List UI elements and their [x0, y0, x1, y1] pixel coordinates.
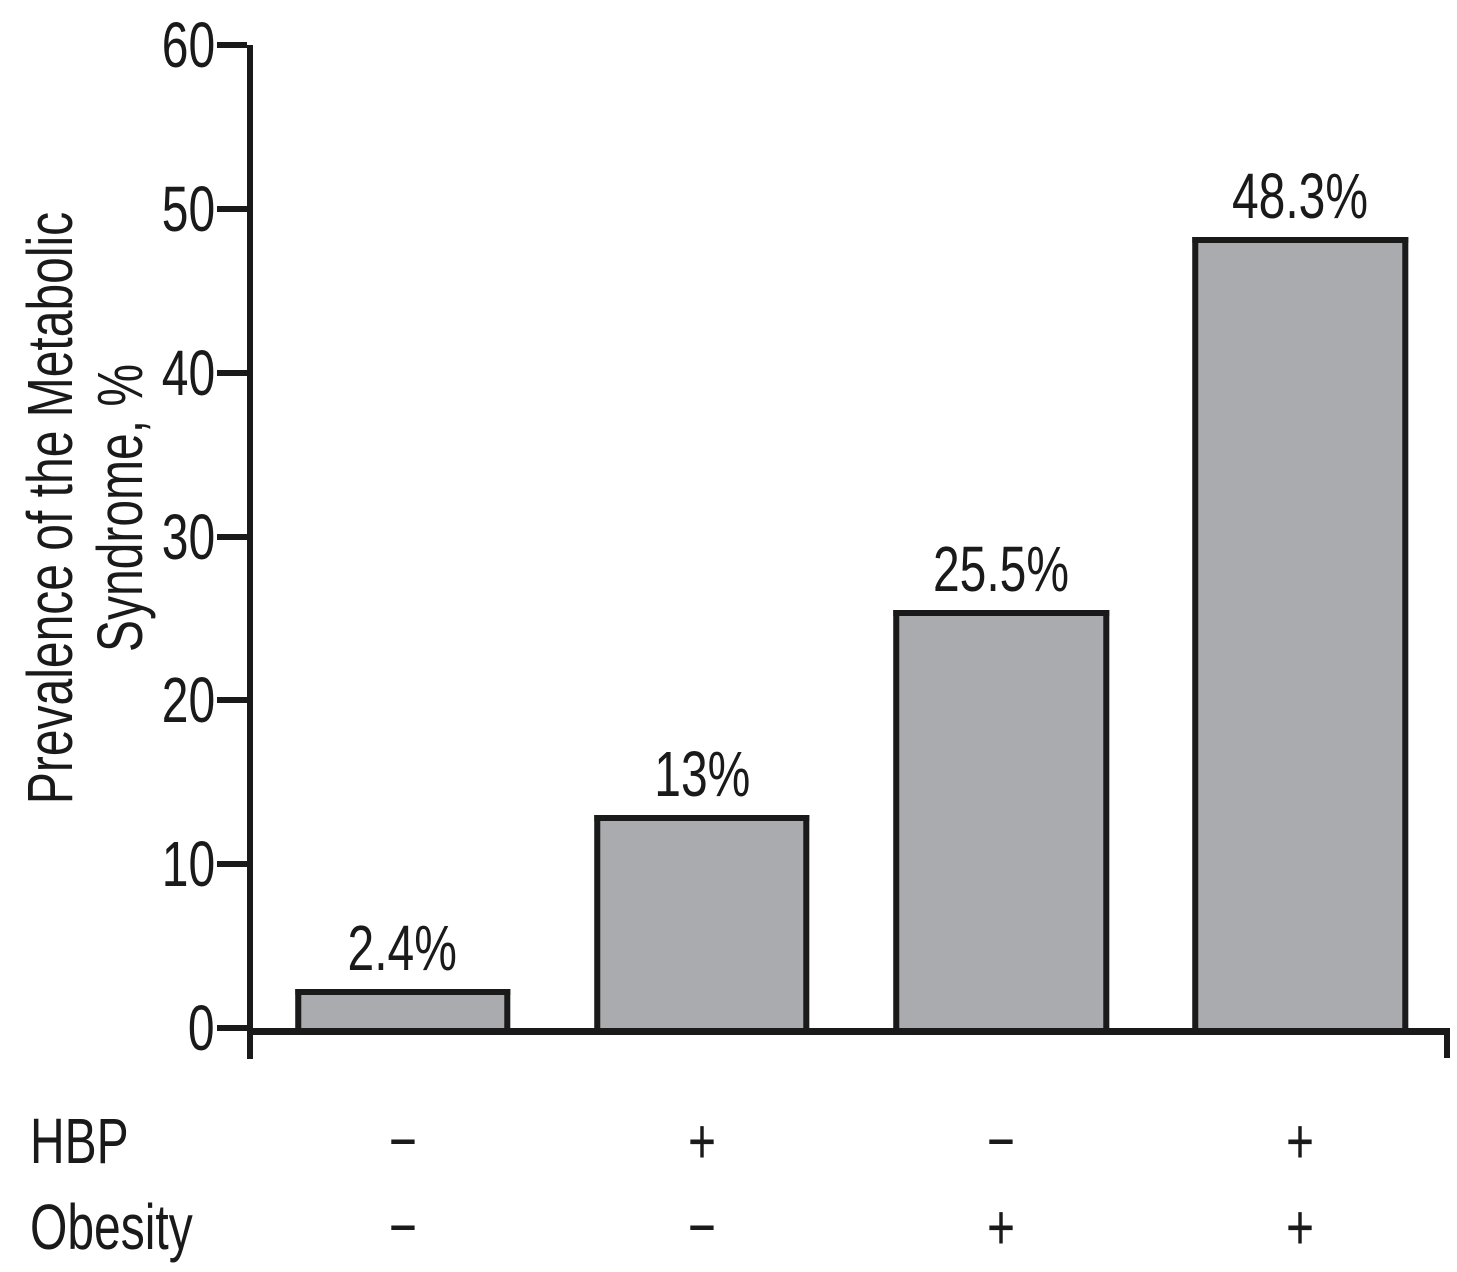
- bar: [893, 610, 1109, 1028]
- bar-slot: 48.3%: [1192, 45, 1409, 1028]
- sign-plus: +: [1286, 1191, 1315, 1263]
- y-tick-line: [217, 1025, 247, 1031]
- y-tick-label: 10: [161, 828, 215, 901]
- x-axis-line: [247, 1028, 1450, 1035]
- bar-value-label: 2.4%: [347, 911, 458, 984]
- y-tick-line: [217, 697, 247, 704]
- x-axis-row-obesity: Obesity − − + +: [0, 1191, 1457, 1263]
- y-axis-line: [247, 45, 253, 1059]
- sign-minus: −: [987, 1105, 1016, 1177]
- y-tick-line: [217, 42, 247, 48]
- sign-minus: −: [687, 1191, 716, 1263]
- bar-slot: 13%: [594, 45, 810, 1028]
- bar-value-label: 48.3%: [1232, 159, 1369, 232]
- x-axis-row-label: Obesity: [30, 1191, 193, 1263]
- plot-area: 0 10 20 30 40 50 60 2.4% 13% 25.5% 48.3%: [162, 13, 1450, 1060]
- bar-value-label: 25.5%: [933, 533, 1070, 606]
- y-tick-line: [217, 369, 247, 376]
- bar-value-label: 13%: [653, 738, 750, 811]
- bar: [294, 988, 511, 1028]
- y-tick-label: 60: [161, 9, 215, 81]
- y-tick-line: [217, 533, 247, 540]
- y-tick-label: 20: [161, 664, 215, 737]
- sign-plus: +: [687, 1105, 716, 1177]
- bar: [1192, 236, 1409, 1028]
- x-axis-end-tick: [1444, 1028, 1450, 1058]
- y-tick-line: [217, 861, 247, 868]
- y-tick-label: 50: [161, 172, 215, 245]
- x-axis-row-hbp: HBP − + − +: [0, 1105, 1457, 1177]
- y-tick-line: [217, 205, 247, 212]
- x-axis-row-label: HBP: [30, 1105, 129, 1177]
- y-tick-label: 0: [188, 992, 215, 1064]
- bar: [594, 815, 810, 1028]
- sign-plus: +: [987, 1191, 1016, 1263]
- y-tick-label: 30: [161, 500, 215, 573]
- sign-minus: −: [388, 1191, 417, 1263]
- sign-minus: −: [388, 1105, 417, 1177]
- sign-plus: +: [1286, 1105, 1315, 1177]
- bar-slot: 25.5%: [893, 45, 1109, 1028]
- bar-slot: 2.4%: [294, 45, 511, 1028]
- y-tick-label: 40: [161, 336, 215, 409]
